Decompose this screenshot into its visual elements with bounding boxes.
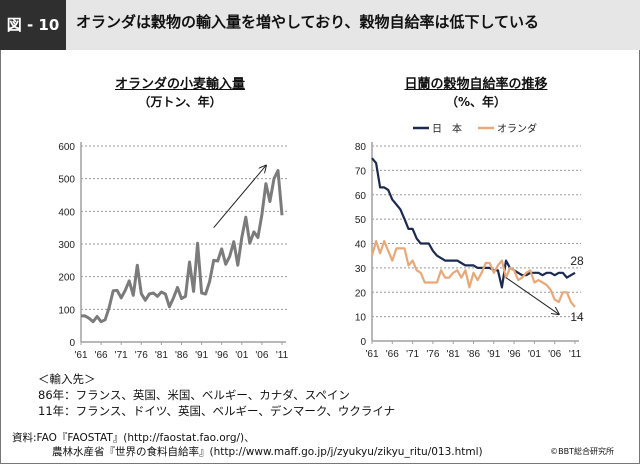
x-tick-label: '61 — [365, 349, 378, 360]
y-tick-label: 70 — [355, 166, 367, 177]
x-tick-label: '61 — [74, 350, 87, 361]
figure-number: 図 - 10 — [0, 0, 66, 50]
x-tick-label: '11 — [569, 349, 582, 360]
y-tick-label: 100 — [58, 305, 75, 316]
right-chart-title-block: 日蘭の穀物自給率の推移 （%、年） — [356, 73, 596, 110]
y-tick-label: 40 — [355, 240, 367, 251]
x-tick-label: '91 — [487, 349, 500, 360]
x-tick-label: '76 — [135, 350, 148, 361]
x-tick-label: '11 — [276, 350, 289, 361]
left-chart-subtitle: （万トン、年） — [138, 95, 222, 109]
y-tick-label: 200 — [58, 273, 75, 284]
x-tick-label: '96 — [215, 350, 228, 361]
x-tick-label: '71 — [115, 350, 128, 361]
y-tick-label: 0 — [360, 337, 366, 348]
source-note: 資料:FAO『FAOSTAT』(http://faostat.fao.org/)… — [12, 431, 483, 459]
x-tick-label: '96 — [508, 349, 521, 360]
x-tick-label: '66 — [95, 350, 108, 361]
copyright: ©BBT総合研究所 — [550, 447, 614, 456]
x-tick-label: '76 — [426, 349, 439, 360]
series-line-0 — [371, 157, 576, 289]
notes-line-1986: 86年：フランス、英国、米国、ベルギー、カナダ、スペイン — [38, 388, 350, 402]
y-tick-label: 0 — [69, 338, 75, 349]
figure-title: オランダは穀物の輸入量を増やしており、穀物自給率は低下している — [66, 0, 640, 50]
x-tick-label: '86 — [175, 350, 188, 361]
left-chart-title: オランダの小麦輸入量 — [114, 77, 245, 92]
notes-line-2011: 11年：フランス、ドイツ、英国、ベルギー、デンマーク、ウクライナ — [38, 404, 396, 418]
right-chart-subtitle: （%、年） — [445, 95, 507, 109]
x-tick-label: '86 — [467, 349, 480, 360]
x-tick-label: '81 — [447, 349, 460, 360]
right-chart-title: 日蘭の穀物自給率の推移 — [404, 77, 548, 92]
y-tick-label: 80 — [355, 142, 367, 153]
x-tick-label: '66 — [386, 349, 399, 360]
y-tick-label: 50 — [355, 215, 367, 226]
notes-heading: ＜輸入先＞ — [38, 372, 96, 386]
left-chart-title-block: オランダの小麦輸入量 （万トン、年） — [60, 73, 300, 110]
legend-label-1: オランダ — [497, 122, 537, 135]
y-tick-label: 20 — [355, 288, 367, 299]
y-tick-label: 600 — [58, 142, 75, 153]
y-tick-label: 500 — [58, 175, 75, 186]
x-tick-label: '06 — [255, 350, 268, 361]
data-label: 14 — [570, 310, 584, 324]
series-line-0 — [81, 169, 284, 324]
x-tick-label: '01 — [528, 349, 541, 360]
x-tick-label: '01 — [235, 350, 248, 361]
x-tick-label: '91 — [195, 350, 208, 361]
x-tick-label: '81 — [155, 350, 168, 361]
x-tick-label: '71 — [406, 349, 419, 360]
y-tick-label: 10 — [355, 313, 367, 324]
import-sources-note: ＜輸入先＞ 86年：フランス、英国、米国、ベルギー、カナダ、スペイン 11年：フ… — [38, 371, 395, 419]
y-tick-label: 300 — [58, 240, 75, 251]
source-line-1: 資料:FAO『FAOSTAT』(http://faostat.fao.org/)… — [12, 432, 255, 444]
series-line-1 — [370, 240, 576, 308]
source-line-2: 農林水産省『世界の食料自給率』(http://www.maff.go.jp/j/… — [52, 446, 483, 458]
legend-label-0: 日 本 — [432, 122, 462, 135]
y-tick-label: 400 — [58, 207, 75, 218]
data-label: 28 — [570, 254, 584, 268]
y-tick-label: 60 — [355, 191, 367, 202]
trend-arrow — [213, 166, 266, 228]
trend-arrow — [505, 277, 559, 315]
x-tick-label: '06 — [548, 349, 561, 360]
y-tick-label: 30 — [355, 264, 367, 275]
